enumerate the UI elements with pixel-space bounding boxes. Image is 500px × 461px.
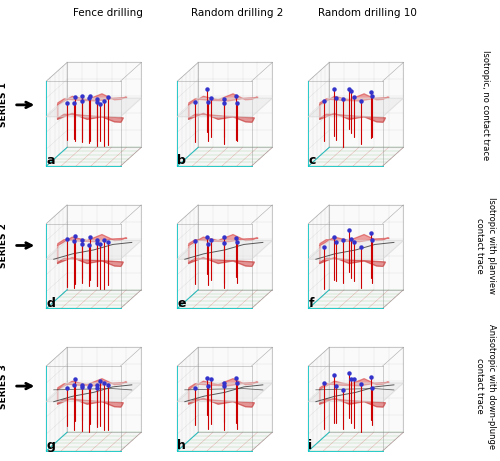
Text: g: g bbox=[46, 439, 55, 452]
Polygon shape bbox=[178, 98, 272, 117]
Text: e: e bbox=[178, 297, 186, 310]
Polygon shape bbox=[46, 290, 142, 308]
Polygon shape bbox=[178, 205, 198, 308]
Polygon shape bbox=[308, 383, 404, 402]
Text: Anisotropic with down-plunge
contact trace: Anisotropic with down-plunge contact tra… bbox=[475, 324, 496, 449]
Polygon shape bbox=[308, 148, 404, 166]
Polygon shape bbox=[308, 98, 404, 117]
Polygon shape bbox=[188, 113, 254, 122]
Polygon shape bbox=[58, 113, 124, 122]
Polygon shape bbox=[67, 62, 142, 148]
Polygon shape bbox=[58, 379, 127, 390]
Polygon shape bbox=[58, 379, 127, 407]
Polygon shape bbox=[308, 205, 329, 308]
Polygon shape bbox=[178, 383, 272, 402]
Polygon shape bbox=[308, 347, 329, 451]
Polygon shape bbox=[178, 432, 272, 451]
Text: i: i bbox=[308, 439, 312, 452]
Polygon shape bbox=[46, 241, 142, 259]
Text: Random drilling 2: Random drilling 2 bbox=[192, 8, 284, 18]
Text: Random drilling 10: Random drilling 10 bbox=[318, 8, 417, 18]
Polygon shape bbox=[67, 205, 142, 290]
Text: SERIES 1: SERIES 1 bbox=[0, 83, 8, 127]
Polygon shape bbox=[188, 379, 258, 407]
Polygon shape bbox=[188, 398, 254, 407]
Polygon shape bbox=[58, 235, 127, 266]
Polygon shape bbox=[58, 398, 124, 407]
Text: Fence drilling: Fence drilling bbox=[72, 8, 142, 18]
Text: Isotropic, no contact trace: Isotropic, no contact trace bbox=[480, 50, 490, 160]
Polygon shape bbox=[46, 62, 67, 166]
Text: a: a bbox=[46, 154, 55, 167]
Polygon shape bbox=[188, 258, 254, 266]
Polygon shape bbox=[320, 113, 386, 122]
Text: Isotropic with planview
contact trace: Isotropic with planview contact trace bbox=[475, 197, 496, 294]
Polygon shape bbox=[198, 205, 272, 290]
Polygon shape bbox=[320, 258, 386, 266]
Polygon shape bbox=[329, 205, 404, 290]
Polygon shape bbox=[178, 62, 198, 166]
Polygon shape bbox=[58, 94, 127, 105]
Polygon shape bbox=[178, 241, 272, 259]
Polygon shape bbox=[188, 235, 258, 266]
Polygon shape bbox=[198, 62, 272, 148]
Polygon shape bbox=[320, 379, 389, 407]
Polygon shape bbox=[46, 148, 142, 166]
Polygon shape bbox=[308, 290, 404, 308]
Polygon shape bbox=[46, 205, 67, 308]
Text: h: h bbox=[178, 439, 186, 452]
Polygon shape bbox=[320, 235, 389, 246]
Polygon shape bbox=[188, 235, 258, 246]
Polygon shape bbox=[178, 148, 272, 166]
Polygon shape bbox=[46, 432, 142, 451]
Polygon shape bbox=[67, 347, 142, 432]
Polygon shape bbox=[188, 94, 258, 122]
Polygon shape bbox=[308, 241, 404, 259]
Polygon shape bbox=[58, 94, 127, 122]
Polygon shape bbox=[329, 347, 404, 432]
Polygon shape bbox=[198, 347, 272, 432]
Text: SERIES 3: SERIES 3 bbox=[0, 364, 8, 408]
Polygon shape bbox=[320, 235, 389, 266]
Text: b: b bbox=[178, 154, 186, 167]
Polygon shape bbox=[58, 258, 124, 266]
Polygon shape bbox=[320, 94, 389, 105]
Polygon shape bbox=[46, 383, 142, 402]
Text: SERIES 2: SERIES 2 bbox=[0, 223, 8, 268]
Polygon shape bbox=[178, 347, 198, 451]
Text: c: c bbox=[308, 154, 316, 167]
Polygon shape bbox=[188, 94, 258, 105]
Polygon shape bbox=[320, 398, 386, 407]
Polygon shape bbox=[320, 94, 389, 122]
Polygon shape bbox=[308, 62, 329, 166]
Text: f: f bbox=[308, 297, 314, 310]
Polygon shape bbox=[329, 62, 404, 148]
Polygon shape bbox=[46, 98, 142, 117]
Polygon shape bbox=[178, 290, 272, 308]
Polygon shape bbox=[308, 432, 404, 451]
Polygon shape bbox=[188, 379, 258, 390]
Polygon shape bbox=[320, 379, 389, 390]
Polygon shape bbox=[58, 235, 127, 246]
Polygon shape bbox=[46, 347, 67, 451]
Text: d: d bbox=[46, 297, 55, 310]
